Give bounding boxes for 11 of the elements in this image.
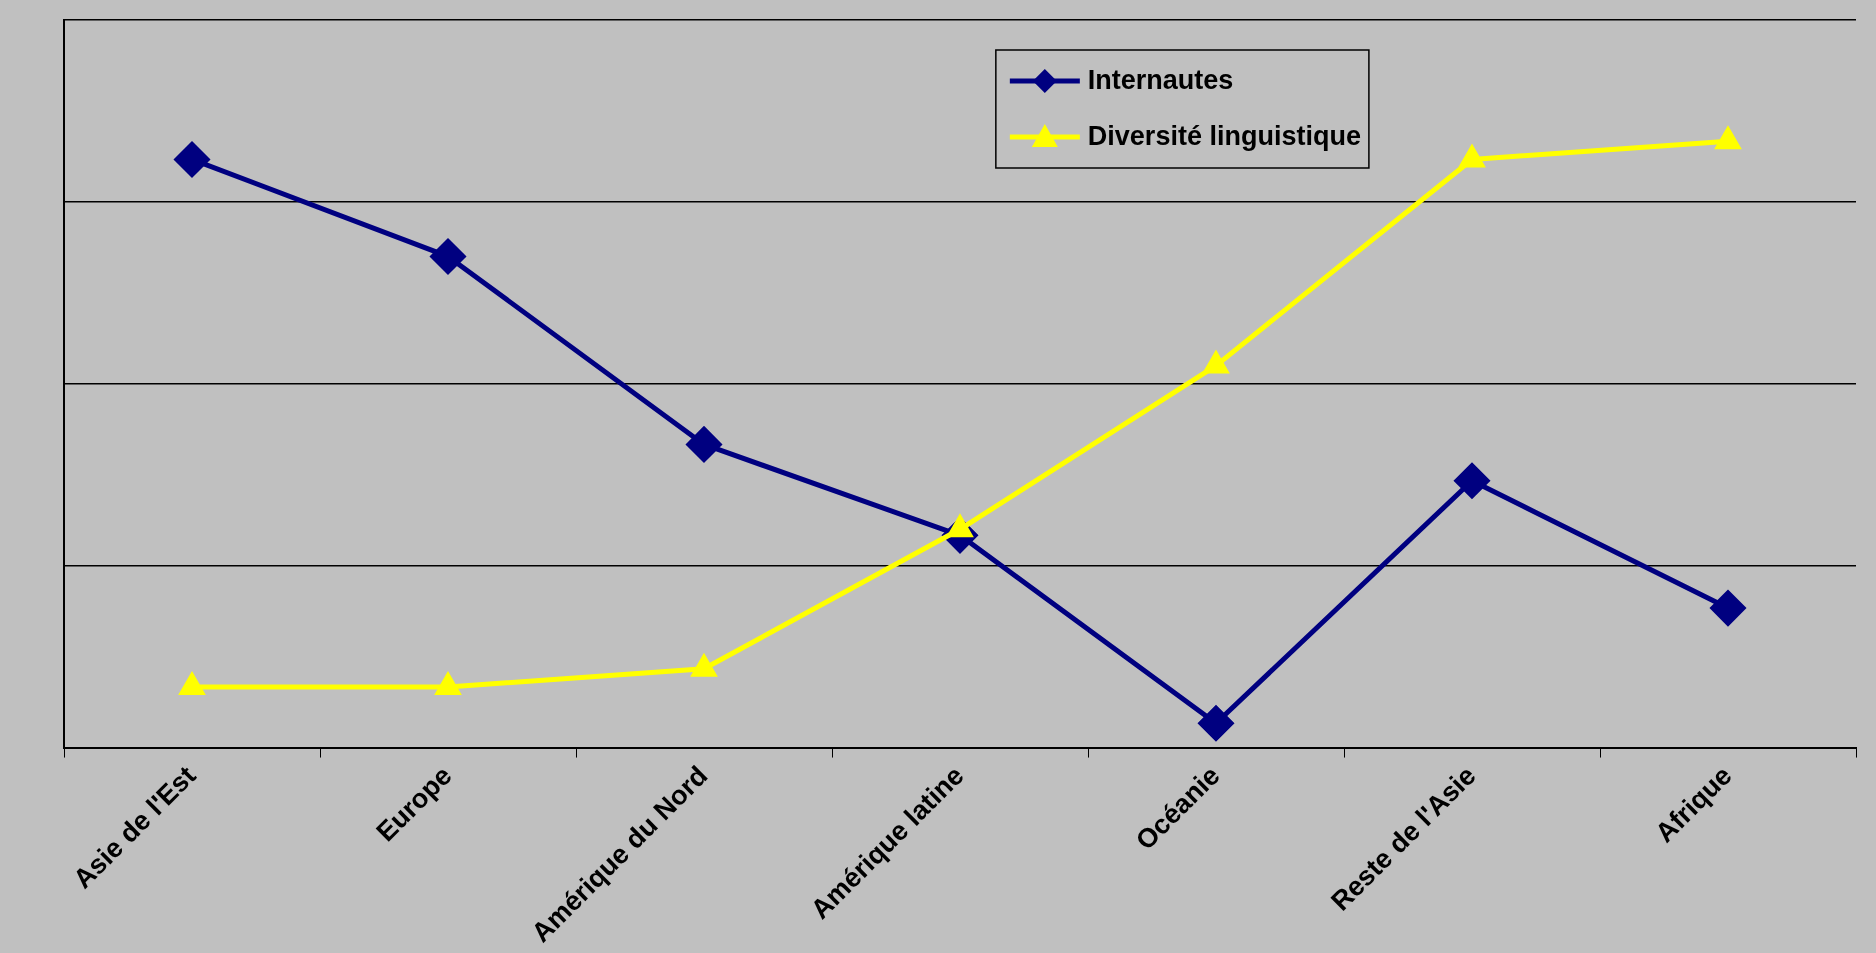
point (686, 426, 722, 462)
legend-label: Diversité linguistique (1087, 121, 1361, 152)
point (1198, 705, 1234, 741)
point (691, 655, 717, 677)
point (1710, 590, 1746, 626)
point (1454, 463, 1490, 499)
point (179, 673, 205, 695)
point (435, 673, 461, 695)
point (430, 238, 466, 274)
point (174, 141, 210, 177)
legend-label: Internautes (1087, 65, 1234, 96)
